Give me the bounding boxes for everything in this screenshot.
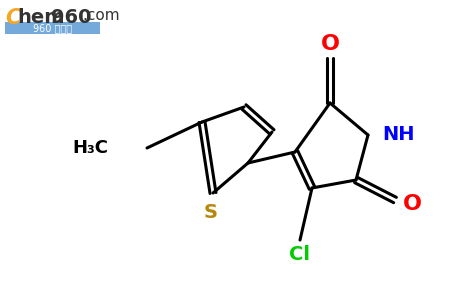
Text: .com: .com bbox=[82, 8, 119, 23]
Text: hem: hem bbox=[17, 8, 64, 27]
Text: 960 化工网: 960 化工网 bbox=[34, 23, 73, 33]
Text: 960: 960 bbox=[51, 8, 91, 27]
Text: S: S bbox=[204, 203, 218, 222]
Text: C: C bbox=[5, 8, 20, 28]
FancyBboxPatch shape bbox=[5, 22, 100, 34]
Text: Cl: Cl bbox=[290, 245, 310, 264]
Text: H₃C: H₃C bbox=[72, 139, 108, 157]
Text: O: O bbox=[320, 34, 339, 54]
Text: NH: NH bbox=[382, 125, 414, 144]
Text: O: O bbox=[403, 194, 422, 214]
